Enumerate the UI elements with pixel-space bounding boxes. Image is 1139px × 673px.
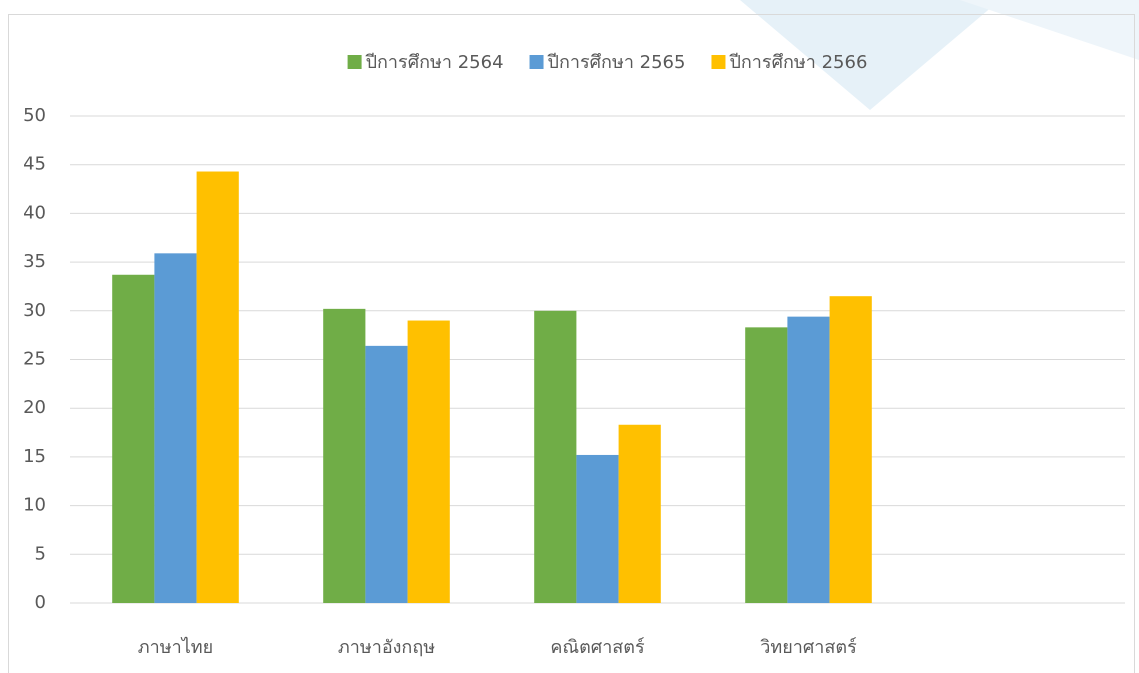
x-tick-label: วิทยาศาสตร์ [760, 637, 857, 658]
background-decoration [740, 0, 1000, 110]
y-tick-label: 30 [23, 300, 46, 321]
legend-swatch [711, 55, 726, 69]
bar [576, 454, 619, 603]
y-tick-label: 45 [23, 154, 46, 175]
x-tick-label: ภาษาไทย [138, 636, 213, 658]
bar [618, 424, 661, 603]
bar [323, 308, 366, 603]
y-tick-label: 25 [23, 349, 46, 370]
chart-border [8, 14, 1135, 673]
legend-swatch [529, 55, 544, 69]
bar [534, 310, 577, 603]
legend-label: ปีการศึกษา 2566 [729, 52, 867, 73]
bar [365, 345, 408, 603]
legend-swatch [347, 55, 362, 69]
bar [745, 327, 788, 603]
bar [196, 171, 239, 603]
bar [407, 320, 450, 603]
x-tick-label: คณิตศาสตร์ [550, 637, 645, 658]
legend-label: ปีการศึกษา 2565 [547, 52, 685, 73]
y-tick-label: 10 [23, 495, 46, 516]
y-tick-label: 0 [35, 592, 46, 613]
legend: ปีการศึกษา 2564 ปีการศึกษา 2565 ปีการศึกษา… [347, 52, 867, 73]
bar [829, 296, 872, 603]
bar [112, 274, 155, 603]
x-tick-label: ภาษาอังกฤษ [338, 637, 435, 658]
y-tick-label: 40 [23, 202, 46, 223]
y-tick-label: 35 [23, 251, 46, 272]
bar [787, 316, 830, 603]
y-tick-label: 50 [23, 105, 46, 126]
legend-label: ปีการศึกษา 2564 [365, 52, 503, 73]
y-tick-label: 20 [23, 397, 46, 418]
y-tick-label: 5 [35, 543, 46, 564]
y-tick-label: 15 [23, 446, 46, 467]
bar [154, 253, 197, 604]
